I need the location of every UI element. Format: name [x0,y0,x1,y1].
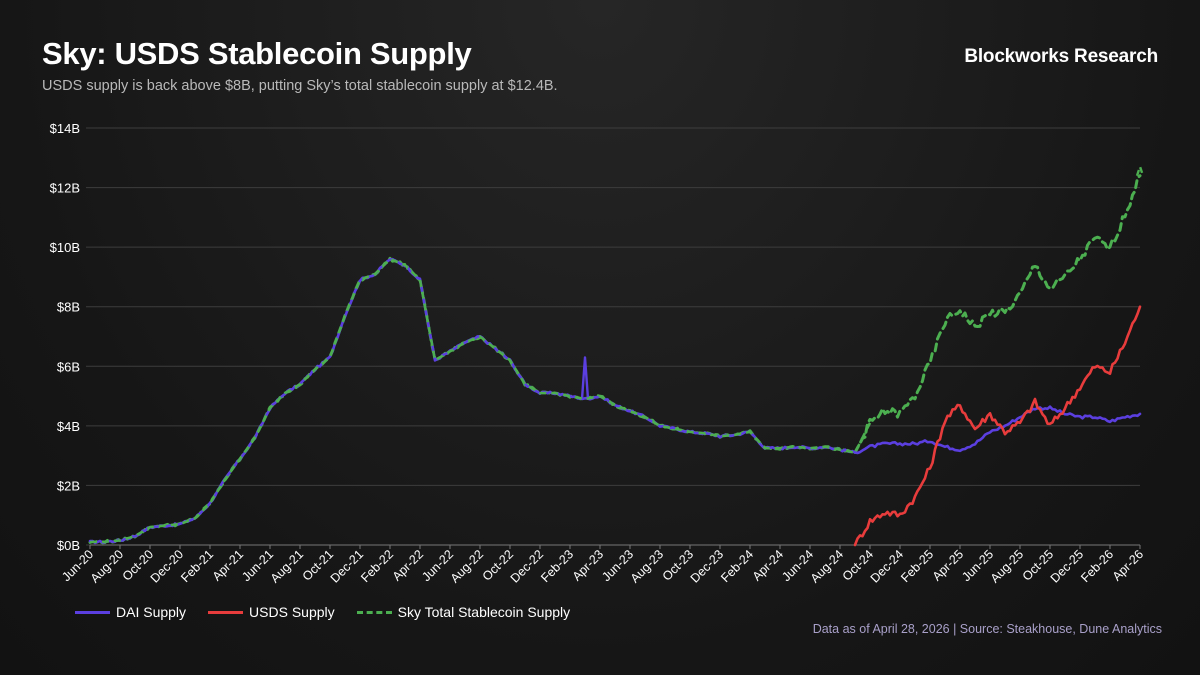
x-tick-label: Feb-22 [358,547,396,585]
x-tick-label: Aug-24 [808,547,846,585]
x-tick-label: Feb-24 [718,547,756,585]
y-axis: $0B $2B $4B $6B $8B $10B $12B $14B [50,121,80,553]
x-tick-label: Apr-23 [570,547,606,583]
legend-swatch-total [356,610,392,614]
y-tick-label: $10B [50,240,80,255]
legend-item-dai: DAI Supply [75,604,186,620]
y-tick-label: $6B [57,359,80,374]
chart-subtitle: USDS supply is back above $8B, putting S… [42,78,558,94]
series-line-usds-supply [853,305,1142,547]
x-axis: Jun-20Aug-20Oct-20Dec-20Feb-21Apr-21Jun-… [59,545,1146,586]
legend: DAI Supply USDS Supply Sky Total Stablec… [75,604,592,620]
series-spike [580,356,590,400]
x-tick-label: Apr-26 [1110,547,1146,583]
x-tick-label: Apr-25 [930,547,966,583]
x-tick-label: Feb-26 [1078,547,1116,585]
x-tick-label: Apr-22 [390,547,426,583]
y-tick-label: $0B [57,538,80,553]
x-tick-label: Dec-20 [148,547,186,585]
x-tick-label: Apr-21 [210,547,246,583]
x-tick-label: Aug-25 [988,547,1026,585]
x-tick-label: Feb-21 [178,547,216,585]
series-line-total-overlay [89,257,872,544]
series-line-sky-total-stablecoin-supply [88,174,1142,545]
legend-item-usds: USDS Supply [208,604,335,620]
legend-swatch-usds [208,610,244,614]
x-tick-label: Apr-24 [750,547,786,583]
chart-title: Sky: USDS Stablecoin Supply [42,36,472,71]
y-tick-label: $2B [57,478,80,493]
y-tick-label: $14B [50,121,80,136]
y-tick-label: $12B [50,181,80,196]
grid-layer [86,127,1140,546]
x-tick-label: Dec-21 [328,547,366,585]
x-tick-label: Feb-25 [898,547,936,585]
series-line-dai-supply [88,257,1142,545]
x-tick-label: Aug-20 [88,547,126,585]
series-spike [1135,165,1145,177]
legend-swatch-dai [75,610,110,614]
legend-item-total: Sky Total Stablecoin Supply [356,604,571,620]
x-tick-label: Dec-24 [868,547,906,585]
x-tick-label: Aug-21 [268,547,306,585]
source-note: Data as of April 28, 2026 | Source: Stea… [812,622,1162,636]
x-tick-label: Feb-23 [538,547,576,585]
y-tick-label: $4B [57,419,80,434]
x-tick-label: Dec-25 [1048,547,1086,585]
series-layer [88,165,1145,547]
legend-label-total: Sky Total Stablecoin Supply [397,604,571,620]
x-tick-label: Dec-22 [508,547,546,585]
legend-label-usds: USDS Supply [249,604,335,620]
x-tick-label: Aug-22 [448,547,486,585]
x-tick-label: Dec-23 [688,547,726,585]
legend-label-dai: DAI Supply [116,604,187,620]
brand-logo-text: Blockworks Research [964,46,1158,67]
y-tick-label: $8B [57,300,80,315]
x-tick-label: Aug-23 [628,547,666,585]
